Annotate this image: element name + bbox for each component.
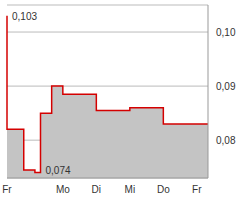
- svg-text:0,103: 0,103: [12, 11, 37, 22]
- svg-text:0,09: 0,09: [216, 81, 232, 92]
- svg-text:0,08: 0,08: [216, 135, 232, 146]
- svg-text:Mo: Mo: [56, 184, 70, 195]
- svg-text:Fr: Fr: [8, 184, 12, 195]
- svg-text:0,10: 0,10: [216, 27, 232, 38]
- svg-text:Di: Di: [92, 184, 101, 195]
- svg-text:Mi: Mi: [125, 184, 136, 195]
- svg-text:Fr: Fr: [192, 184, 202, 195]
- svg-text:Do: Do: [157, 184, 170, 195]
- svg-text:0,074: 0,074: [46, 165, 71, 176]
